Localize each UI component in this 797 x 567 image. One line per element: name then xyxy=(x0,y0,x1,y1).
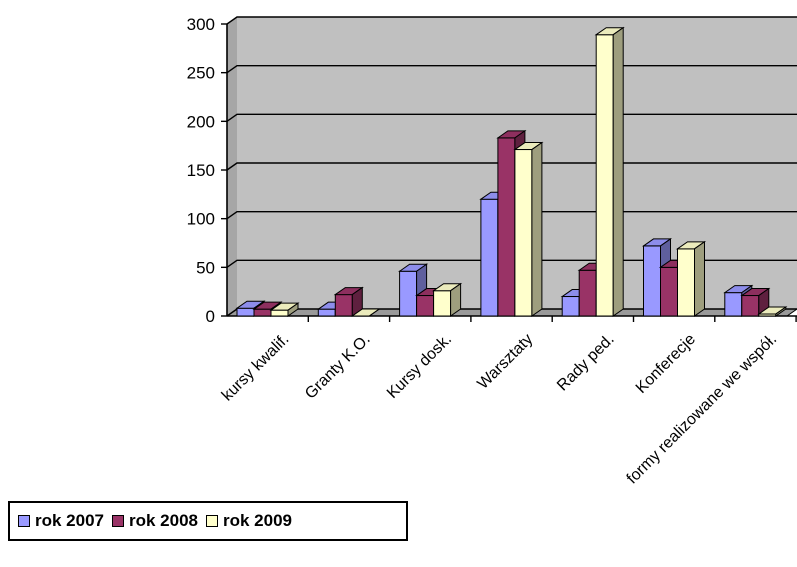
y-tick-label: 300 xyxy=(187,15,215,34)
legend-item-2007: rok 2007 xyxy=(18,511,104,531)
legend: rok 2007 rok 2008 rok 2009 xyxy=(8,501,408,541)
bar xyxy=(497,137,516,317)
bar xyxy=(724,292,743,317)
legend-label: rok 2007 xyxy=(35,511,104,530)
y-tick-label: 200 xyxy=(187,112,215,131)
x-tick-label: Rady ped. xyxy=(554,331,618,395)
bars xyxy=(235,26,788,317)
bar xyxy=(480,198,499,317)
bar xyxy=(677,248,695,317)
x-tick-label: Warsztaty xyxy=(474,331,536,393)
bar xyxy=(236,307,255,317)
bar xyxy=(561,296,580,317)
bar xyxy=(399,270,418,317)
bar xyxy=(643,245,661,317)
bar xyxy=(660,266,678,317)
legend-swatch xyxy=(112,515,124,527)
x-tick-labels: kursy kwalif. Granty K.O. Kursy dosk. Warsz… xyxy=(219,331,780,488)
bar-side xyxy=(369,308,380,317)
y-tick-label: 250 xyxy=(187,64,215,83)
bar xyxy=(334,294,353,317)
bar-side xyxy=(694,240,705,317)
bar xyxy=(416,295,435,317)
y-tick-label: 0 xyxy=(206,307,215,326)
bar xyxy=(317,308,336,317)
x-tick-label: kursy kwalif. xyxy=(219,331,293,405)
bar xyxy=(741,295,760,317)
y-tick-label: 50 xyxy=(196,258,215,277)
bar-side xyxy=(450,282,462,317)
legend-item-2009: rok 2009 xyxy=(206,511,292,531)
y-tick-labels: 0 50 100 150 200 250 300 xyxy=(187,15,215,326)
bar xyxy=(595,34,614,317)
y-tick-label: 150 xyxy=(187,161,215,180)
bar xyxy=(514,149,533,317)
legend-swatch xyxy=(18,515,30,527)
bar xyxy=(433,290,452,317)
legend-item-2008: rok 2008 xyxy=(112,511,198,531)
x-tick-label: Kursy dosk. xyxy=(384,331,455,402)
x-tick-label: Granty K.O. xyxy=(302,331,374,403)
bar xyxy=(578,269,597,317)
legend-swatch xyxy=(206,515,218,527)
bar-side xyxy=(775,306,787,317)
bar-side xyxy=(287,302,299,317)
gridline xyxy=(226,16,797,25)
legend-label: rok 2008 xyxy=(129,511,198,530)
bar-side xyxy=(531,141,543,317)
y-tick-label: 100 xyxy=(187,210,215,229)
bar xyxy=(270,309,289,317)
bar-side xyxy=(612,26,624,317)
legend-label: rok 2009 xyxy=(223,511,292,530)
bar xyxy=(253,308,272,317)
x-tick-label: formy realizowane we współ. xyxy=(624,331,781,488)
x-tick-label: Konferecje xyxy=(633,331,699,397)
